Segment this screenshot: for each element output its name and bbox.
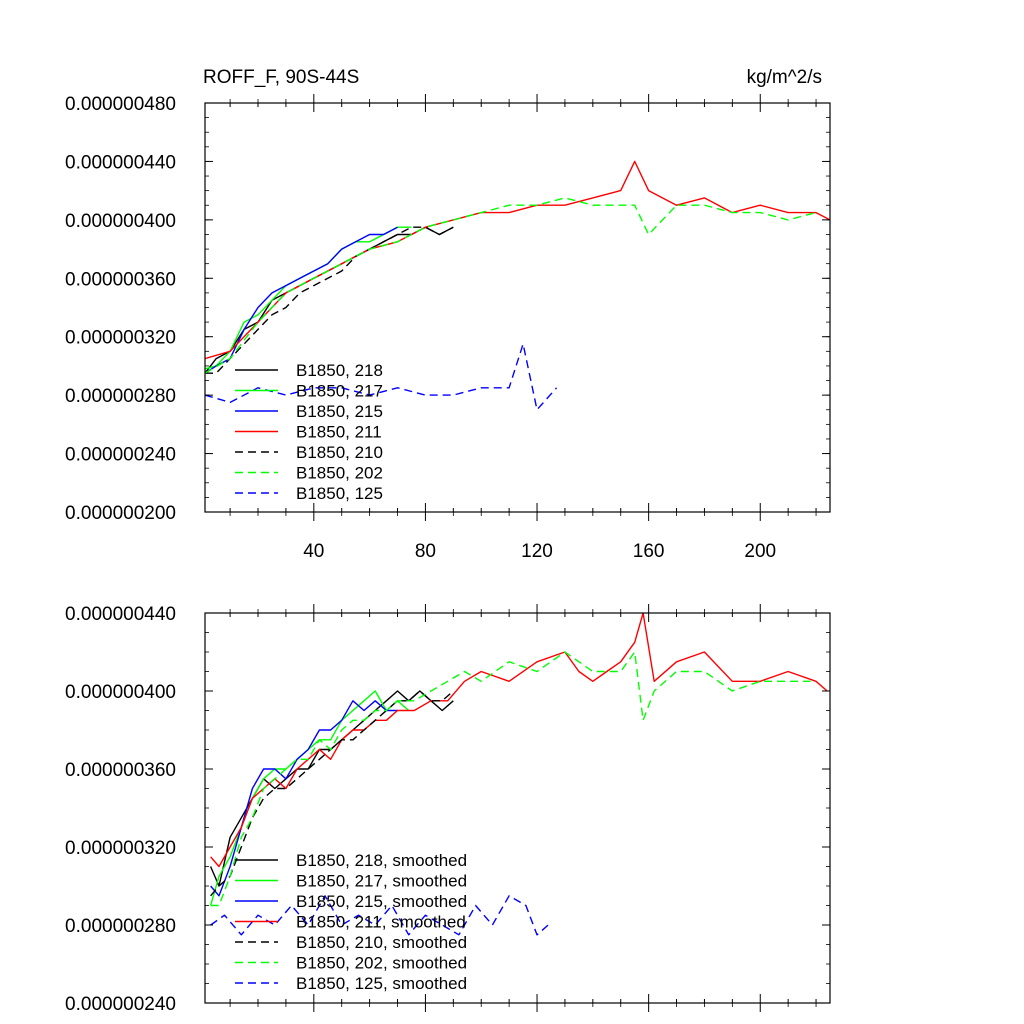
units-label: kg/m^2/s: [747, 67, 822, 88]
legend-label-5: B1850, 202: [296, 464, 383, 483]
legend-label-0: B1850, 218: [296, 361, 383, 380]
y-tick-label: 0.000000480: [65, 94, 176, 115]
y-tick-label: 0.000000240: [65, 445, 176, 466]
y-tick-label: 0.000000240: [65, 994, 176, 1015]
legend-label-6: B1850, 125: [296, 484, 383, 503]
legend-label-1: B1850, 217, smoothed: [296, 872, 467, 891]
y-tick-label: 0.000000320: [65, 838, 176, 859]
legend-label-5: B1850, 202, smoothed: [296, 954, 467, 973]
y-tick-label: 0.000000440: [65, 604, 176, 625]
series-group: [209, 613, 828, 936]
legend-label-6: B1850, 125, smoothed: [296, 974, 467, 993]
x-tick-label: 200: [744, 541, 776, 562]
legend-label-3: B1850, 211: [296, 423, 382, 442]
y-tick-label: 0.000000280: [65, 386, 176, 407]
y-tick-label: 0.000000200: [65, 503, 176, 524]
bottom-panel: 0.000000440 0.000000400 0.000000360 0.00000…: [65, 604, 831, 1015]
series-group: [205, 160, 830, 411]
legend-label-1: B1850, 217: [296, 382, 383, 401]
y-tick-label: 0.000000400: [65, 682, 176, 703]
legend-label-4: B1850, 210, smoothed: [296, 933, 467, 952]
series-line-2: [205, 226, 398, 374]
x-tick-label: 160: [633, 541, 665, 562]
series-line-6: [210, 895, 549, 936]
y-tick-label: 0.000000280: [65, 916, 176, 937]
legend-label-2: B1850, 215: [296, 402, 383, 421]
series-line-5: [205, 197, 817, 374]
series-line-4: [205, 226, 454, 374]
chart-title: ROFF_F, 90S-44S: [203, 67, 359, 88]
y-tick-label: 0.000000360: [65, 269, 176, 290]
x-tick-label: 120: [521, 541, 553, 562]
series-line-2: [210, 700, 398, 897]
legend-label-2: B1850, 215, smoothed: [296, 892, 467, 911]
y-tick-label: 0.000000440: [65, 152, 176, 173]
y-tick-label: 0.000000320: [65, 328, 176, 349]
x-tick-label: 40: [303, 541, 324, 562]
y-tick-label: 0.000000360: [65, 760, 176, 781]
x-tick-label: 80: [415, 541, 436, 562]
series-line-5: [210, 651, 811, 907]
y-tick-label: 0.000000400: [65, 211, 176, 232]
top-panel: ROFF_F, 90S-44S kg/m^2/s 0.000000480 0.0000…: [65, 67, 831, 562]
legend-label-3: B1850, 211, smoothed: [296, 913, 466, 932]
legend-label-0: B1850, 218, smoothed: [296, 851, 467, 870]
legend-label-4: B1850, 210: [296, 443, 383, 462]
legend: B1850, 218, smoothed B1850, 217, smoothed…: [235, 851, 467, 993]
